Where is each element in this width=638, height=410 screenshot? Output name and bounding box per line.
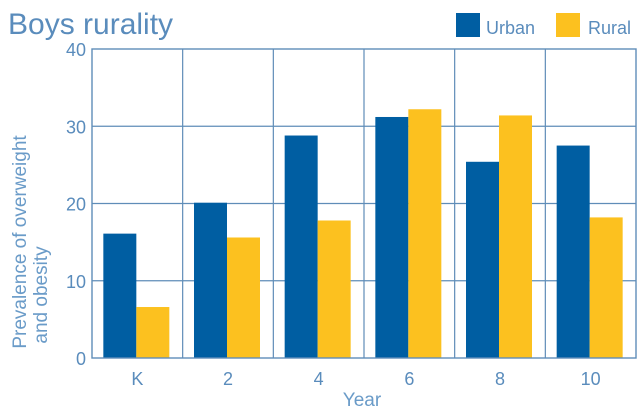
y-axis-title: Prevalence of overweight and obesity — [10, 135, 52, 349]
legend: Urban Rural — [456, 13, 631, 38]
bar-urban-4 — [284, 135, 318, 358]
x-tick-label: 2 — [223, 369, 233, 389]
y-tick-label: 40 — [66, 40, 86, 60]
y-axis-title-line-1: Prevalence of overweight — [10, 135, 31, 349]
bar-urban-k — [103, 233, 137, 358]
legend-swatch-urban — [456, 13, 480, 37]
bar-urban-2 — [194, 202, 227, 358]
bar-urban-6 — [375, 116, 409, 358]
y-tick-label: 0 — [76, 349, 86, 369]
legend-swatch-rural — [556, 13, 580, 37]
bar-rural-8 — [499, 115, 532, 358]
plot-frame — [91, 48, 637, 359]
chart-title: Boys rurality — [8, 8, 173, 41]
legend-label-urban: Urban — [486, 18, 535, 38]
bars — [103, 109, 623, 358]
bar-rural-6 — [408, 109, 442, 358]
x-tick-label: 10 — [581, 369, 601, 389]
x-tick-label: K — [131, 369, 143, 389]
bar-urban-8 — [466, 161, 499, 358]
y-axis-title-line-2: and obesity — [31, 246, 52, 344]
bar-rural-2 — [227, 237, 260, 358]
y-tick-label: 10 — [66, 272, 86, 292]
x-tick-label: 4 — [314, 369, 324, 389]
y-axis-ticks: 0 10 20 30 40 — [66, 40, 86, 369]
bar-rural-4 — [317, 220, 351, 358]
x-tick-label: 6 — [404, 369, 414, 389]
bar-urban-10 — [556, 145, 590, 358]
legend-label-rural: Rural — [588, 18, 631, 38]
x-tick-label: 8 — [495, 369, 505, 389]
bar-rural-10 — [589, 217, 623, 358]
x-axis-title: Year — [343, 390, 382, 410]
y-tick-label: 20 — [66, 195, 86, 215]
y-tick-label: 30 — [66, 117, 86, 137]
grid — [92, 49, 636, 358]
x-axis-ticks: K 2 4 6 8 10 — [131, 369, 600, 389]
bar-rural-k — [136, 307, 170, 358]
